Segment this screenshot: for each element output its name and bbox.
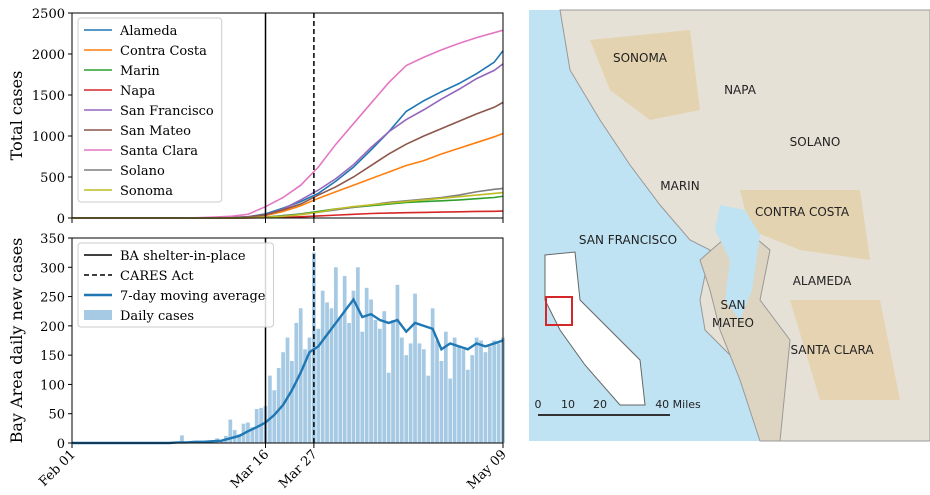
bar (352, 291, 356, 443)
y-tick-label: 1000 (32, 130, 65, 145)
y-tick-label: 500 (40, 171, 65, 186)
figure: SONOMA NAPA SOLANO MARIN CONTRA COSTA SAN FRA… (0, 0, 930, 491)
bar (409, 343, 413, 443)
y-tick-label: 100 (40, 378, 65, 393)
x-tick-label: Mar 16 (228, 447, 273, 491)
bar (462, 349, 466, 443)
bar (453, 338, 457, 443)
y-tick-label: 150 (40, 349, 65, 364)
legend-label: Marin (120, 64, 160, 79)
bar (396, 285, 400, 443)
bar (387, 373, 391, 443)
x-tick-label: May 09 (465, 447, 510, 491)
bar (484, 352, 488, 443)
legend-label: Napa (120, 84, 155, 99)
scale-label: 20 (593, 398, 607, 411)
legend-label: San Francisco (120, 104, 214, 119)
bar (277, 368, 281, 443)
x-tick-label: Mar 27 (276, 447, 321, 491)
bar (268, 376, 272, 443)
bar (470, 355, 474, 443)
y-tick-label: 200 (40, 320, 65, 335)
scale-label: 0 (535, 398, 542, 411)
bar (391, 320, 395, 443)
county-label: NAPA (724, 83, 757, 97)
bar (334, 267, 338, 443)
bar (413, 294, 417, 443)
bar (475, 338, 479, 443)
bar (422, 349, 426, 443)
legend-label: Santa Clara (120, 144, 198, 159)
bar (466, 370, 470, 443)
bar (360, 332, 364, 443)
county-label: ALAMEDA (793, 274, 852, 288)
bar (488, 346, 492, 443)
bar (290, 361, 294, 443)
y-axis-label: Bay Area daily new cases (7, 238, 26, 444)
bar (497, 343, 501, 443)
bar (365, 288, 369, 443)
county-label: CONTRA COSTA (755, 205, 850, 219)
legend-label: Alameda (119, 24, 178, 39)
y-tick-label: 350 (40, 232, 65, 247)
county-label: MATEO (712, 316, 754, 330)
bar (378, 329, 382, 443)
bar (347, 323, 351, 443)
bar (382, 311, 386, 443)
page: {"chart_data": [ {"type": "line", "ylabe… (0, 0, 930, 491)
bar (374, 320, 378, 443)
county-label: SONOMA (613, 51, 668, 65)
legend-swatch (84, 310, 112, 320)
subplot: 0 50 100 150 200 250 300 350 Feb 01 Mar 16Mar 27 M… (7, 232, 510, 491)
county-label: SAN (720, 298, 745, 312)
y-axis-label: Total cases (7, 71, 26, 161)
y-tick-label: 250 (40, 291, 65, 306)
y-tick-label: 0 (57, 212, 65, 227)
county-label: MARIN (660, 179, 699, 193)
bar (418, 343, 422, 443)
legend-label: Sonoma (120, 184, 173, 199)
subplot: 0 500 1000 1500 2000 2500 Total cases Alameda Co… (7, 7, 503, 227)
legend-label: 7-day moving average (120, 289, 266, 304)
bar (369, 300, 373, 444)
bar (321, 291, 325, 443)
bar (492, 341, 496, 444)
bar (343, 276, 347, 443)
legend-label: CARES Act (120, 269, 194, 284)
y-tick-label: 0 (57, 437, 65, 452)
y-tick-label: 300 (40, 261, 65, 276)
y-tick-label: 1500 (32, 89, 65, 104)
bar (400, 338, 404, 443)
map: SONOMA NAPA SOLANO MARIN CONTRA COSTA SAN FRA… (529, 10, 930, 441)
county-label: SANTA CLARA (790, 343, 874, 357)
bar (356, 267, 360, 443)
legend-label: San Mateo (120, 124, 191, 139)
bar (338, 317, 342, 443)
y-tick-label: 2500 (32, 7, 65, 22)
county-label: SAN FRANCISCO (579, 233, 677, 247)
bar (440, 361, 444, 443)
y-tick-label: 50 (48, 408, 65, 423)
bar (448, 379, 452, 443)
county-label: SOLANO (790, 135, 841, 149)
bar (426, 376, 430, 443)
bar (404, 355, 408, 443)
scale-label: 10 (561, 398, 575, 411)
bar (325, 302, 329, 443)
legend-label: Contra Costa (120, 44, 207, 59)
legend-label: Daily cases (120, 309, 194, 324)
bar (281, 352, 285, 443)
bar (286, 338, 290, 443)
bar (435, 341, 439, 444)
legend-label: Solano (120, 164, 165, 179)
legend-label: BA shelter-in-place (120, 249, 246, 264)
bar (479, 341, 483, 444)
scale-label: 40 Miles (655, 398, 701, 411)
x-tick-label: Feb 01 (36, 447, 78, 489)
y-tick-label: 2000 (32, 48, 65, 63)
bar (457, 346, 461, 443)
